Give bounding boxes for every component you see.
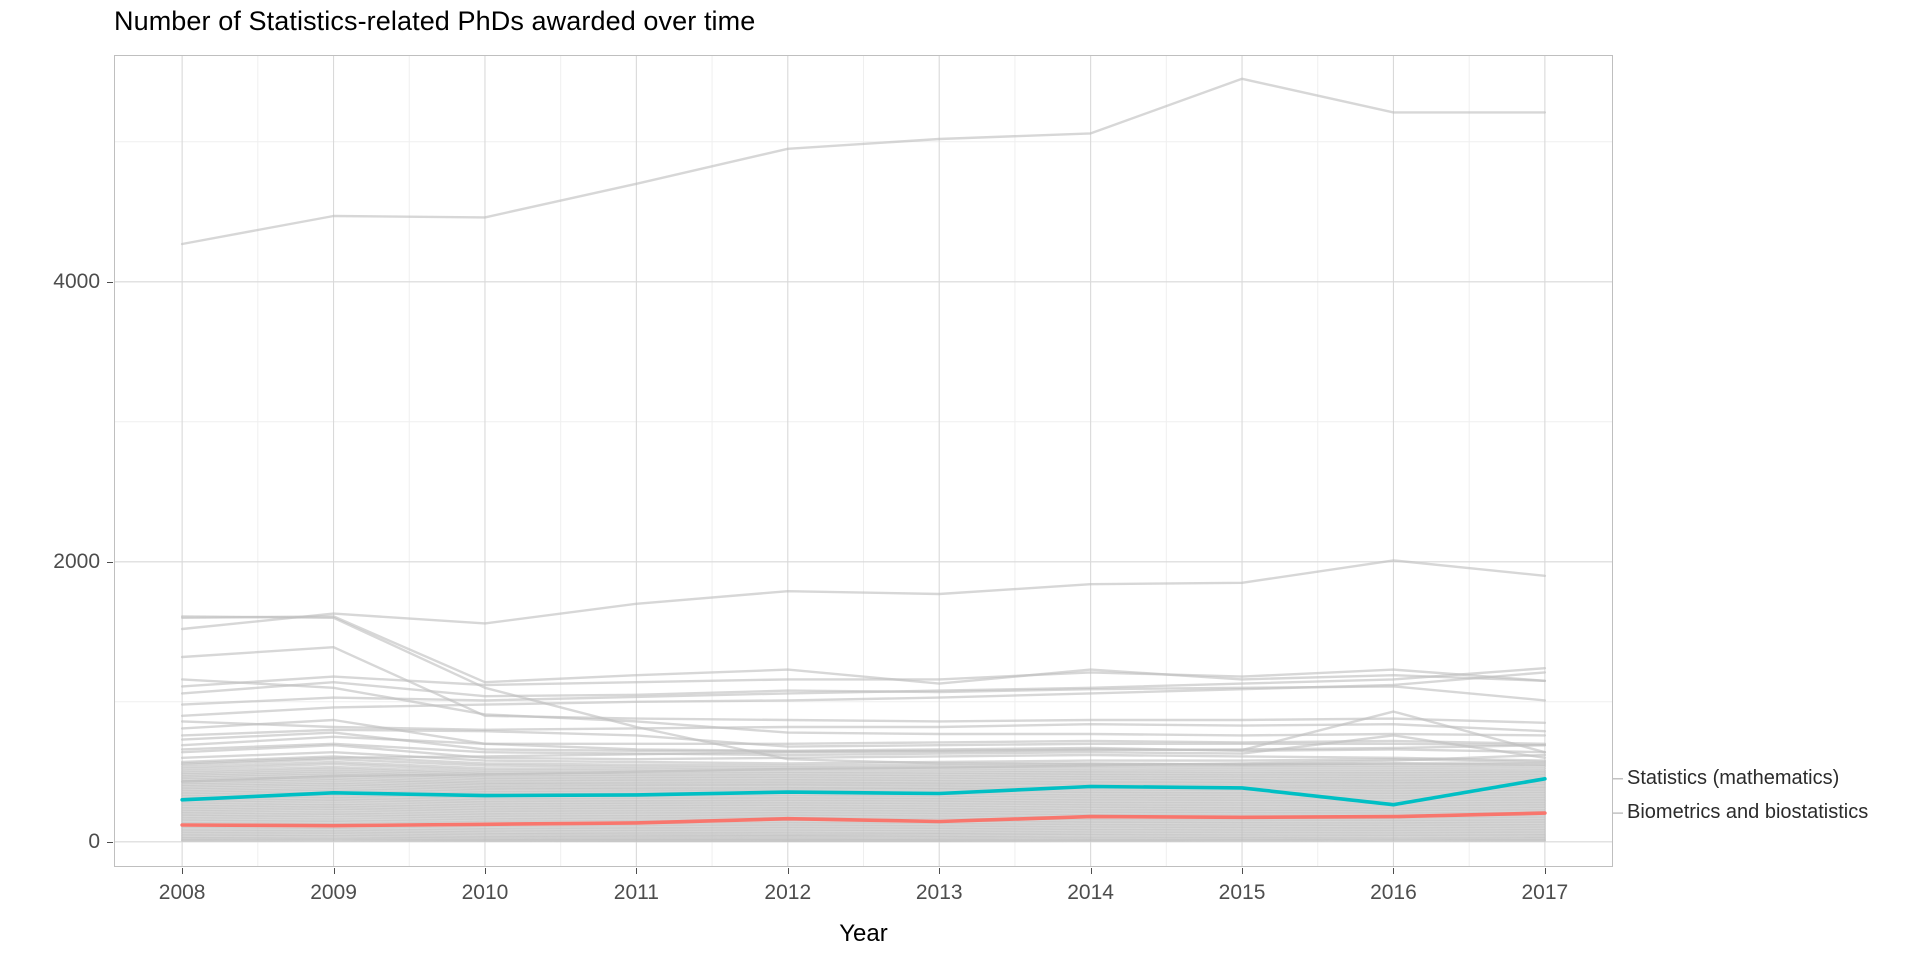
background-series-line [180, 796, 1547, 803]
background-series-line [180, 819, 1547, 825]
x-tick-mark [1242, 868, 1244, 874]
x-tick-label: 2012 [764, 881, 812, 904]
background-series-line [180, 831, 1547, 836]
x-tick-mark [1544, 868, 1546, 874]
background-series-line [180, 734, 1547, 759]
background-series-line [180, 767, 1547, 777]
background-series-line [180, 829, 1547, 835]
x-tick-label: 2017 [1521, 881, 1569, 904]
x-tick-mark [484, 868, 486, 874]
background-series-line [180, 808, 1547, 815]
y-tick-mark [107, 841, 113, 843]
y-tick-label: 4000 [53, 269, 100, 293]
y-tick-label: 0 [88, 829, 100, 853]
background-series-line [180, 805, 1547, 812]
background-series-line [180, 720, 1547, 733]
panel-border [114, 55, 1613, 867]
background-series-line [180, 810, 1547, 817]
background-series-line [180, 828, 1547, 833]
background-series-line [180, 559, 1547, 631]
background-series-line [180, 779, 1547, 787]
chart-title: Number of Statistics-related PhDs awarde… [114, 6, 756, 36]
x-tick-mark [636, 868, 638, 874]
background-series-line [180, 615, 1547, 685]
highlighted-series-line [180, 811, 1547, 828]
y-tick-mark [107, 561, 113, 563]
x-tick-mark [1090, 868, 1092, 874]
background-series-line [180, 718, 1547, 745]
background-series-line [180, 744, 1547, 765]
x-tick-label: 2010 [461, 881, 509, 904]
x-tick-mark [1393, 868, 1395, 874]
x-tick-label: 2008 [158, 881, 206, 904]
background-series-line [180, 667, 1547, 706]
background-series-line [180, 803, 1547, 810]
background-series-line [180, 784, 1547, 791]
series-label-ticks [1613, 778, 1623, 814]
x-tick-mark [182, 868, 184, 874]
highlighted-series-line [180, 777, 1547, 807]
series-label-statistics: Statistics (mathematics) [1627, 766, 1840, 789]
background-series-line [180, 775, 1547, 784]
plot-svg [114, 55, 1613, 867]
x-axis-title: Year [839, 920, 888, 947]
background-series-line [180, 769, 1547, 779]
background-series-line [180, 671, 1547, 717]
background-series-line [180, 781, 1547, 788]
background-series-line [180, 678, 1547, 737]
background-series-line [180, 835, 1547, 839]
background-series-line [180, 800, 1547, 807]
background-series-line [180, 836, 1547, 841]
background-series-line [180, 773, 1547, 782]
background-series-line [180, 826, 1547, 832]
background-series-line [180, 798, 1547, 805]
background-series-line [180, 802, 1547, 808]
x-tick-label: 2011 [613, 881, 659, 904]
x-tick-label: 2016 [1370, 881, 1417, 904]
x-tick-label: 2015 [1218, 881, 1266, 904]
background-series-line [180, 753, 1547, 783]
background-series-line [180, 762, 1547, 773]
x-tick-label: 2014 [1067, 881, 1114, 904]
plot-area [114, 55, 1613, 867]
y-tick-mark [107, 281, 113, 283]
background-series-line [180, 765, 1547, 775]
background-series-line [180, 777, 1547, 785]
highlighted-series-group [180, 777, 1547, 828]
x-tick-mark [333, 868, 335, 874]
background-series-line [180, 812, 1547, 818]
x-tick-mark [787, 868, 789, 874]
x-tick-label: 2009 [310, 881, 357, 904]
y-tick-label: 2000 [53, 549, 100, 573]
background-series-line [180, 77, 1547, 246]
series-label-biometrics: Biometrics and biostatistics [1627, 801, 1869, 824]
background-series-line [180, 744, 1547, 762]
background-series-line [180, 807, 1547, 813]
background-series-line [180, 833, 1547, 838]
x-tick-mark [939, 868, 941, 874]
series-labels-panel: Statistics (mathematics) Biometrics and … [1613, 55, 1920, 867]
background-series-line [180, 782, 1547, 790]
x-tick-label: 2013 [915, 881, 963, 904]
background-series-line [180, 755, 1547, 767]
background-series-line [180, 646, 1547, 724]
